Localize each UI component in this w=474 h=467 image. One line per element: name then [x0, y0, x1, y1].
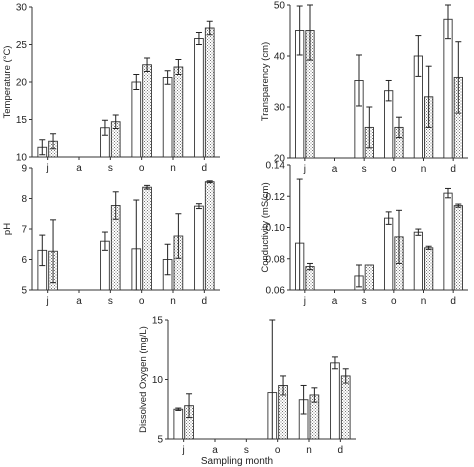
- x-tick-label-o: o: [391, 296, 397, 307]
- bar-n-series-1: [413, 231, 423, 291]
- y-axis-title: pH: [2, 223, 13, 235]
- bar-d-series-1: [443, 18, 453, 159]
- x-tick-label-j: j: [182, 445, 185, 456]
- x-tick-label-d: d: [202, 163, 208, 174]
- y-tick-label: 8: [21, 194, 27, 205]
- x-tick-label-d: d: [450, 164, 456, 175]
- x-tick-label-s: s: [108, 296, 113, 307]
- x-tick-label-j: j: [46, 163, 49, 174]
- bar-o-series-2: [142, 186, 152, 291]
- panel-ph: 5 6 7 8 9 pH j a s o n d: [2, 164, 220, 307]
- x-tick-label-s: s: [362, 296, 367, 307]
- x-tick-label-o: o: [391, 164, 397, 175]
- y-tick-label: 10: [152, 375, 164, 386]
- y-tick-label: 25: [16, 40, 28, 51]
- y-tick-label: 30: [274, 103, 286, 114]
- bar-o-series-2: [142, 64, 152, 158]
- bar-n-series-2: [424, 247, 434, 291]
- bar-d-series-2: [453, 205, 463, 291]
- y-tick-label: 50: [274, 1, 286, 12]
- panel-transparency: 20 30 40 50 Transparency (cm) j a s o n d: [260, 1, 468, 175]
- bar-d-series-1: [330, 362, 340, 440]
- bar-n-series-2: [173, 66, 184, 158]
- panel-temperature: 10 15 20 25 30 Temperature (°C) j a s o n d: [2, 3, 220, 174]
- bar-o-series-1: [384, 217, 394, 291]
- x-tick-label-s: s: [244, 445, 249, 456]
- x-tick-label-o: o: [139, 163, 145, 174]
- bar-d-series-1: [194, 205, 204, 291]
- y-tick-label: 10: [16, 153, 28, 164]
- y-tick-label: 30: [16, 3, 28, 14]
- bar-o-series-1: [131, 81, 142, 158]
- x-tick-label-o: o: [275, 445, 281, 456]
- y-axis-title: Temperature (°C): [2, 46, 13, 119]
- y-tick-label: 15: [16, 115, 28, 126]
- bar-j-series-1: [173, 408, 184, 440]
- y-tick-label: 40: [274, 52, 286, 63]
- bar-d-series-2: [204, 27, 215, 158]
- x-tick-label-n: n: [170, 163, 176, 174]
- bar-n-series-1: [162, 77, 173, 158]
- y-tick-label: 0.12: [266, 192, 286, 203]
- x-tick-label-j: j: [303, 296, 306, 307]
- x-tick-label-a: a: [76, 163, 82, 174]
- y-tick-label: 20: [16, 78, 28, 89]
- x-tick-label-a: a: [332, 164, 338, 175]
- y-axis-title: Transparency (cm): [260, 42, 271, 121]
- y-tick-label: 5: [157, 435, 163, 446]
- x-tick-label-a: a: [332, 296, 338, 307]
- y-axis-title: Conductivity (mS/cm): [260, 182, 271, 272]
- y-tick-label: 15: [152, 316, 164, 327]
- x-tick-label-d: d: [202, 296, 208, 307]
- bar-d-series-1: [443, 192, 453, 291]
- y-tick-label: 0.08: [266, 254, 286, 265]
- x-axis-title: Sampling month: [201, 456, 273, 467]
- x-tick-label-n: n: [306, 445, 312, 456]
- x-tick-label-s: s: [108, 163, 113, 174]
- x-tick-label-j: j: [303, 164, 306, 175]
- x-tick-label-d: d: [450, 296, 456, 307]
- y-tick-label: 0.14: [266, 161, 286, 172]
- y-tick-label: 20: [274, 154, 286, 165]
- y-tick-label: 5: [21, 286, 27, 297]
- bar-d-series-2: [204, 181, 215, 291]
- y-tick-label: 6: [21, 255, 27, 266]
- x-tick-label-n: n: [170, 296, 176, 307]
- y-tick-label: 7: [21, 225, 27, 236]
- y-tick-label: 9: [21, 164, 27, 175]
- x-tick-label-n: n: [421, 296, 427, 307]
- y-axis-title: Dissolved Oxygen (mg/L): [138, 326, 149, 433]
- bar-d-series-1: [194, 38, 204, 158]
- x-tick-label-n: n: [421, 164, 427, 175]
- x-tick-label-a: a: [212, 445, 218, 456]
- x-tick-label-a: a: [76, 296, 82, 307]
- bar-s-series-2: [364, 264, 374, 291]
- y-tick-label: 0.10: [266, 223, 286, 234]
- bar-d-series-2: [340, 375, 351, 440]
- x-tick-label-d: d: [338, 445, 344, 456]
- panel-conductivity: 0.06 0.08 0.10 0.12 0.14 Conductivity (mS/cm)…: [260, 161, 468, 307]
- x-tick-label-s: s: [362, 164, 367, 175]
- x-tick-label-o: o: [139, 296, 145, 307]
- x-tick-label-j: j: [46, 296, 49, 307]
- y-tick-label: 0.06: [266, 286, 286, 297]
